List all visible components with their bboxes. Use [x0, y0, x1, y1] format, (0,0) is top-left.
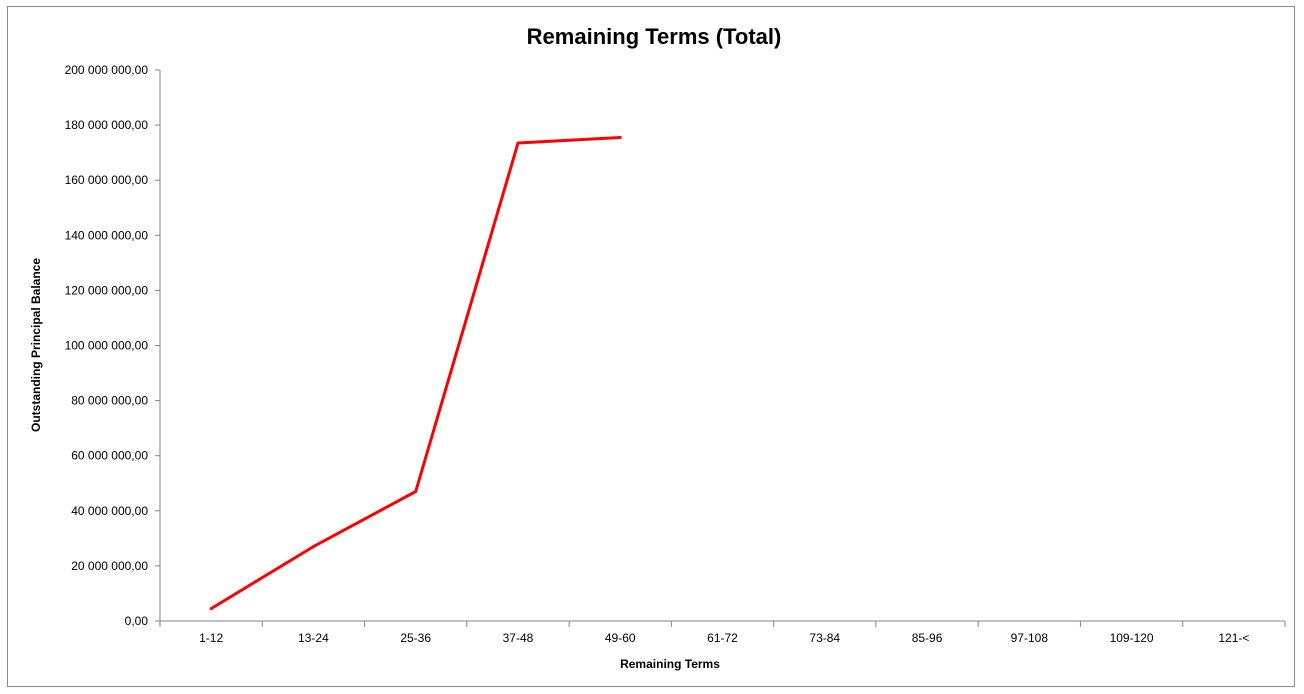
data-point	[311, 545, 315, 549]
data-point	[618, 135, 622, 139]
y-axis-title: Outstanding Principal Balance	[29, 258, 43, 432]
x-tick-label: 49-60	[605, 631, 636, 645]
y-tick-label: 180 000 000,00	[65, 118, 149, 132]
y-tick-label: 60 000 000,00	[71, 449, 148, 463]
y-tick-label: 160 000 000,00	[65, 173, 149, 187]
y-tick-label: 40 000 000,00	[71, 504, 148, 518]
y-tick-label: 80 000 000,00	[71, 394, 148, 408]
x-tick-label: 25-36	[400, 631, 431, 645]
series-line	[210, 136, 621, 610]
y-tick-label: 100 000 000,00	[65, 339, 149, 353]
x-tick-label: 85-96	[912, 631, 943, 645]
x-tick-label: 61-72	[707, 631, 738, 645]
x-tick-label: 37-48	[503, 631, 534, 645]
plot-area	[209, 135, 622, 611]
x-tick-label: 97-108	[1011, 631, 1049, 645]
x-axis-title: Remaining Terms	[620, 657, 720, 671]
chart-title: Remaining Terms (Total)	[527, 24, 782, 49]
data-point	[414, 490, 418, 494]
y-tick-label: 20 000 000,00	[71, 559, 148, 573]
y-tick-label: 120 000 000,00	[65, 283, 149, 297]
x-tick-label: 121-<	[1218, 631, 1249, 645]
x-tick-label: 73-84	[809, 631, 840, 645]
x-tick-label: 13-24	[298, 631, 329, 645]
axes: 0,00 20 000 000,00 40 000 000,00 60 000 000…	[65, 63, 1286, 645]
x-tick-label: 1-12	[199, 631, 223, 645]
data-point	[209, 607, 213, 611]
data-point	[516, 141, 520, 145]
x-tick-label: 109-120	[1110, 631, 1154, 645]
chart-frame	[7, 6, 1295, 687]
y-tick-label: 0,00	[125, 614, 149, 628]
y-tick-label: 140 000 000,00	[65, 228, 149, 242]
y-tick-label: 200 000 000,00	[65, 63, 149, 77]
